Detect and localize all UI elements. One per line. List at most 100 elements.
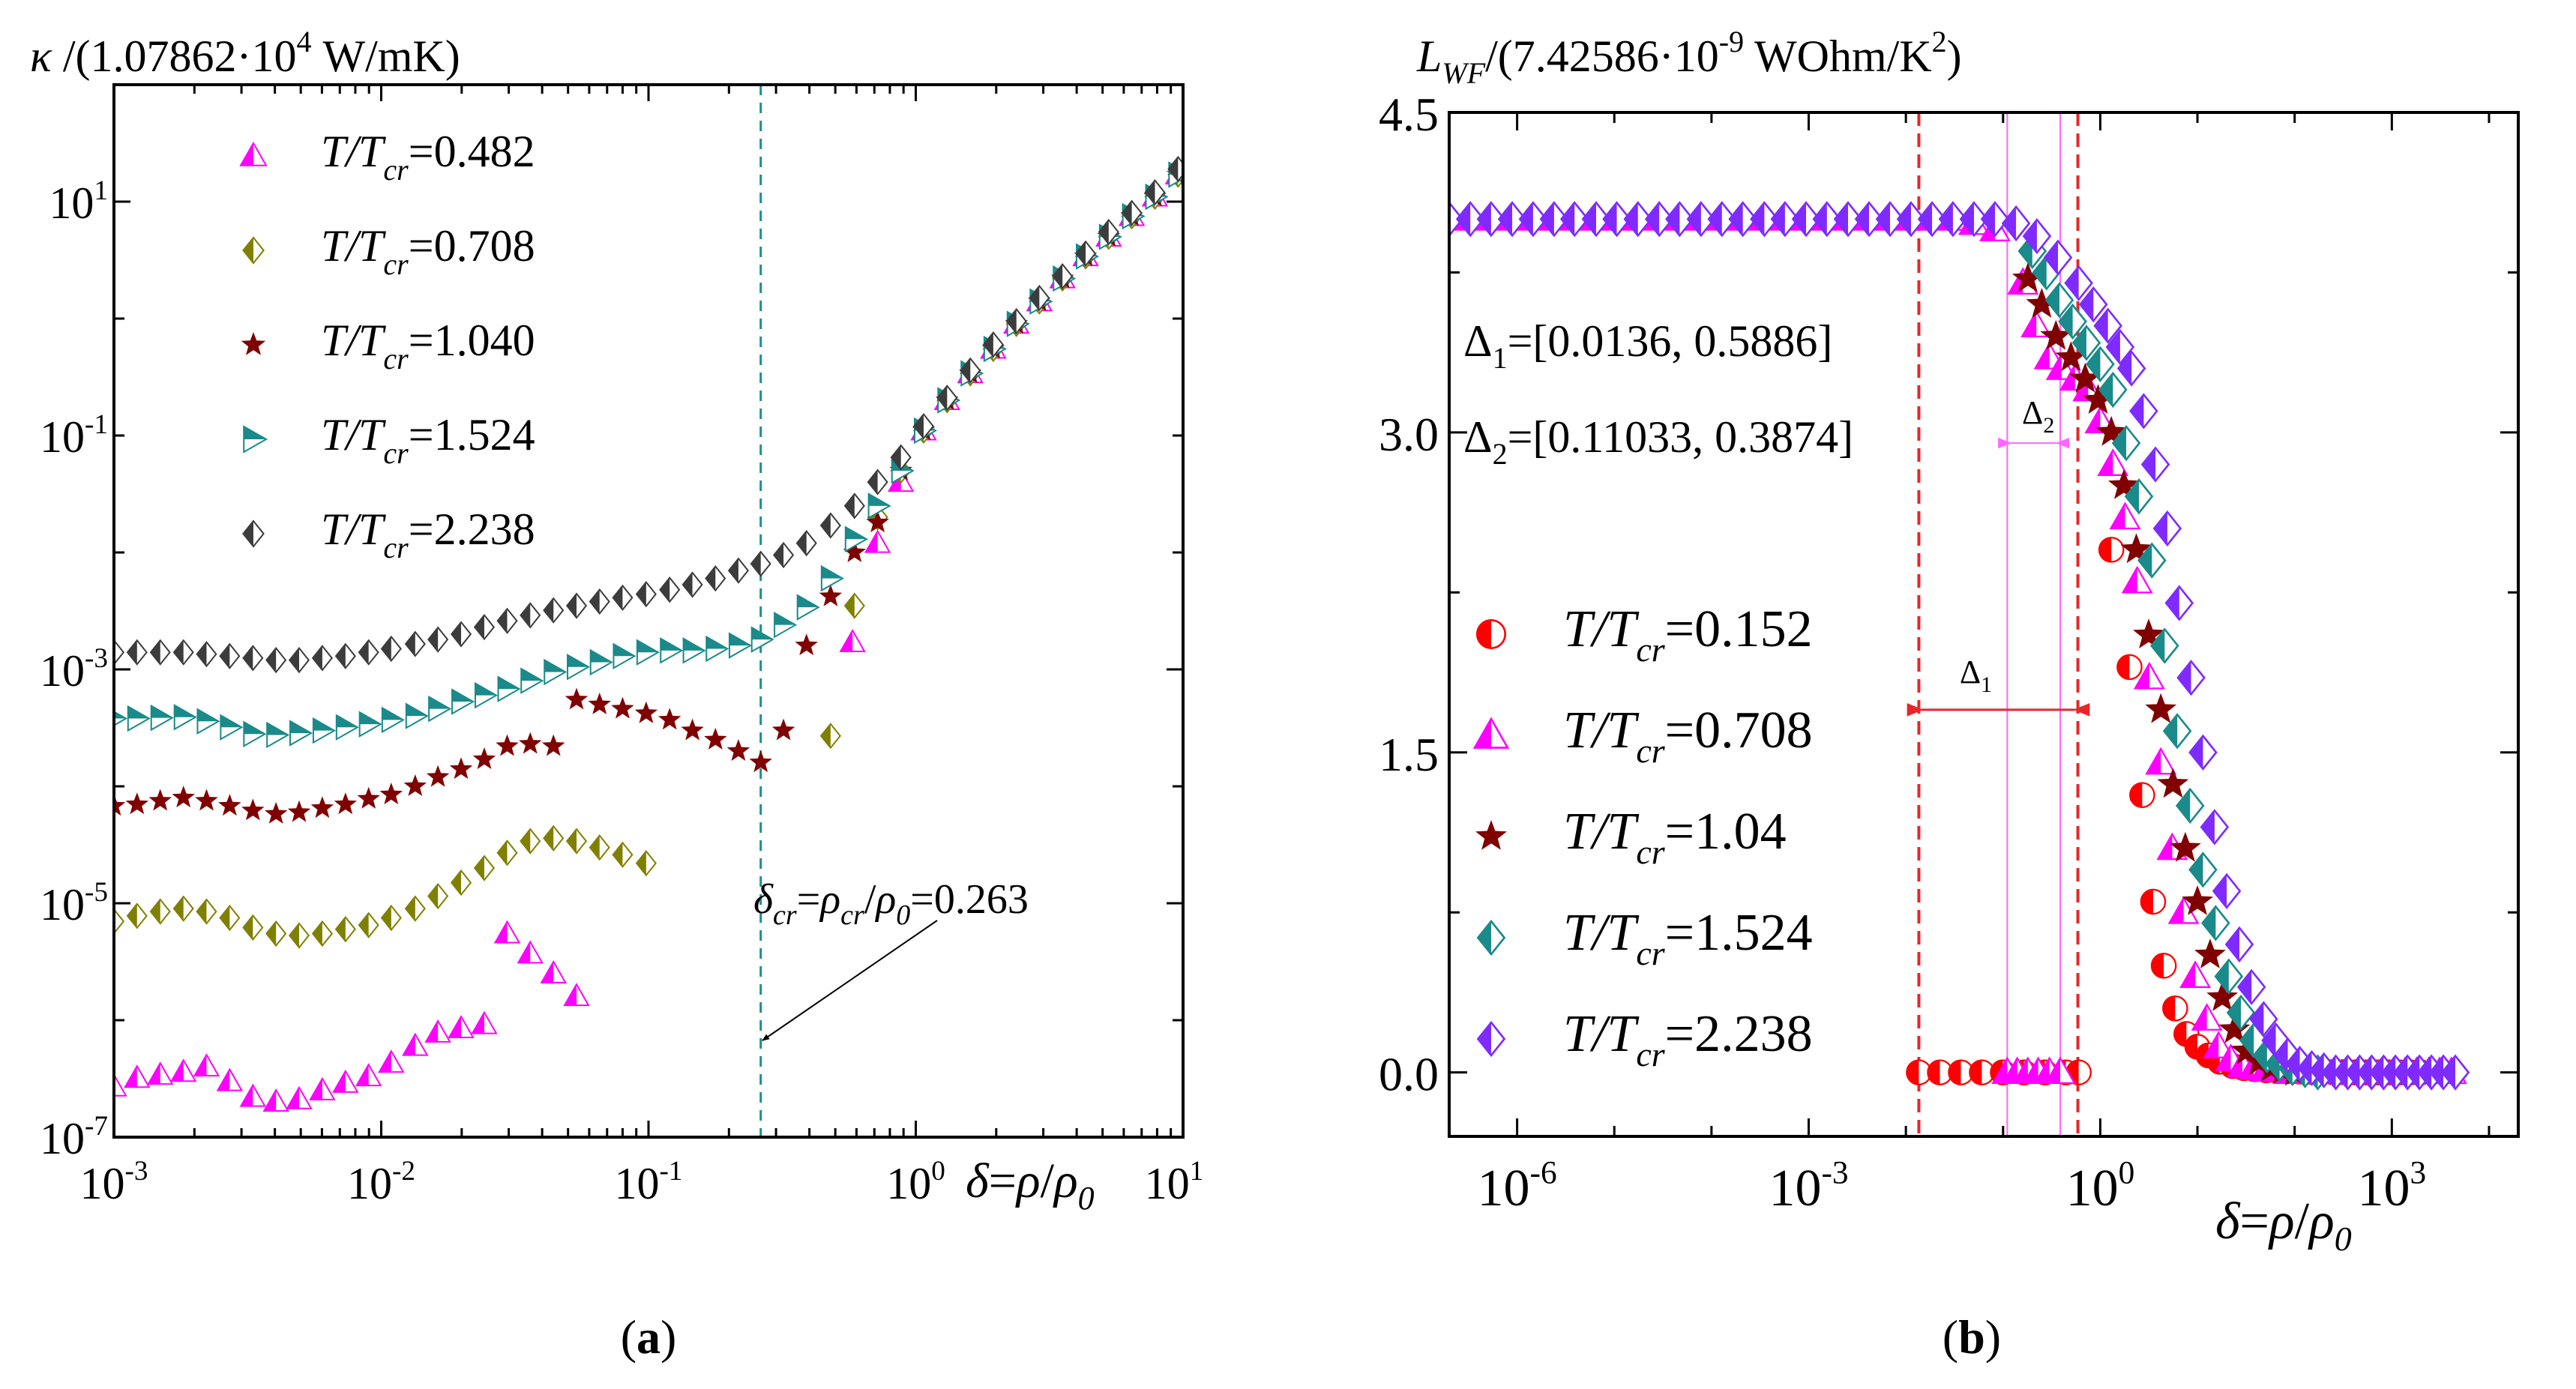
data-point xyxy=(634,701,658,723)
panel-b-legend: T/Tcr=0.152 T/Tcr=0.708 T/Tcr=1.04 T/Tcr=1.… xyxy=(1472,600,1813,1073)
legend-b-label: T/Tcr=1.524 xyxy=(1563,904,1813,972)
data-point xyxy=(1896,201,1926,238)
data-point xyxy=(424,1019,451,1043)
data-point xyxy=(1833,201,1863,238)
data-point xyxy=(288,922,310,949)
data-point xyxy=(1969,1059,1995,1085)
delta1-range-value: =[0.0136, 0.5886] xyxy=(1508,316,1833,366)
data-point xyxy=(471,1010,498,1034)
data-point xyxy=(220,714,244,741)
data-point xyxy=(705,565,726,592)
data-point xyxy=(2162,995,2188,1022)
x-tick-label: 10-3 xyxy=(80,1156,148,1208)
data-point xyxy=(312,717,336,744)
legend-b-marker xyxy=(1475,618,1507,650)
legend-b-marker xyxy=(1476,1020,1506,1058)
panel-b-intervals: Δ1 Δ2 xyxy=(1907,394,2090,717)
data-point xyxy=(380,635,402,663)
data-point xyxy=(2116,350,2146,387)
panel-a-xlabel: δ=ρ/ρ0 xyxy=(966,1154,1095,1217)
data-point xyxy=(242,914,264,941)
data-point xyxy=(864,529,891,553)
data-point xyxy=(819,723,841,750)
data-point xyxy=(2055,341,2087,372)
data-point xyxy=(2188,852,2218,888)
x-tick-label: 101 xyxy=(1145,1156,1204,1208)
data-point xyxy=(2176,660,2206,696)
annotation-text: δcr=ρcr/ρ0=0.263 xyxy=(753,876,1029,931)
data-point xyxy=(493,920,521,944)
data-point xyxy=(219,642,241,669)
annotation-rho-sub: cr xyxy=(840,900,864,931)
b-xlabel-eq: = xyxy=(2240,1193,2269,1250)
data-point xyxy=(378,1049,405,1073)
data-point xyxy=(2206,981,2239,1011)
data-point xyxy=(127,705,151,732)
legend-a-marker xyxy=(242,519,265,548)
data-point xyxy=(218,794,241,816)
legend-a-label: T/Tcr=1.040 xyxy=(321,316,535,376)
data-point xyxy=(982,331,1004,358)
data-point xyxy=(2111,424,2141,462)
data-point xyxy=(1980,201,2010,238)
xlabel-eq: = xyxy=(989,1154,1017,1208)
data-point xyxy=(150,704,174,732)
delta1-range-text: Δ1=[0.0136, 0.5886] xyxy=(1463,316,1832,375)
data-point xyxy=(2230,1034,2263,1064)
data-point xyxy=(796,594,820,621)
data-point xyxy=(332,1069,359,1093)
data-point xyxy=(543,825,565,852)
data-point xyxy=(265,647,287,674)
data-point xyxy=(149,639,171,666)
b-xlabel-slash: / xyxy=(2295,1193,2310,1250)
data-point xyxy=(124,1064,151,1088)
data-point xyxy=(2191,1003,2223,1031)
data-point xyxy=(1644,201,1674,238)
data-point xyxy=(866,510,889,533)
delta2-range-sub: 2 xyxy=(1493,437,1508,471)
data-point xyxy=(2129,782,2155,808)
data-point xyxy=(565,687,589,710)
kappa-symbol: κ xyxy=(30,31,52,81)
panel-b-frame xyxy=(1448,111,2520,1138)
data-point xyxy=(474,681,498,709)
data-point xyxy=(843,592,865,619)
data-point xyxy=(1518,201,1548,238)
data-point xyxy=(2095,415,2128,446)
data-point xyxy=(288,647,310,674)
data-point xyxy=(449,757,473,780)
data-point xyxy=(540,959,567,983)
data-point xyxy=(1707,201,1737,238)
panel-b-title-mid: WOhm/K xyxy=(1744,31,1932,81)
data-point xyxy=(542,734,565,756)
data-point xyxy=(520,828,541,855)
data-point xyxy=(839,629,866,653)
y-tick-label-b: 3.0 xyxy=(1379,408,1439,461)
data-point xyxy=(2194,938,2226,968)
data-point xyxy=(1665,201,1694,238)
data-point xyxy=(517,940,544,964)
data-point xyxy=(588,693,611,714)
xlabel-delta: δ xyxy=(966,1154,990,1208)
data-point xyxy=(428,695,452,723)
data-point xyxy=(426,765,450,787)
data-point xyxy=(1005,307,1027,335)
legend-a-marker xyxy=(242,236,265,265)
legend-b-label: T/Tcr=0.152 xyxy=(1563,600,1813,669)
panel-a-title-exp: 4 xyxy=(296,25,311,58)
panel-a-label-open: ( xyxy=(621,1310,637,1364)
data-point xyxy=(496,607,518,634)
data-point xyxy=(1927,1059,1953,1085)
data-point xyxy=(726,739,750,761)
legend-a-label: T/Tcr=2.238 xyxy=(321,504,535,564)
data-point xyxy=(936,385,958,412)
data-point xyxy=(520,667,544,694)
data-point xyxy=(169,1058,197,1082)
data-point xyxy=(239,1083,267,1107)
panel-a-title-prefix: /(1.07862·10 xyxy=(52,31,297,81)
data-point xyxy=(2200,809,2230,846)
annotation-slash: / xyxy=(864,876,876,923)
delta1-range-symbol: Δ xyxy=(1463,316,1493,366)
panel-a-label-letter: a xyxy=(637,1310,660,1364)
